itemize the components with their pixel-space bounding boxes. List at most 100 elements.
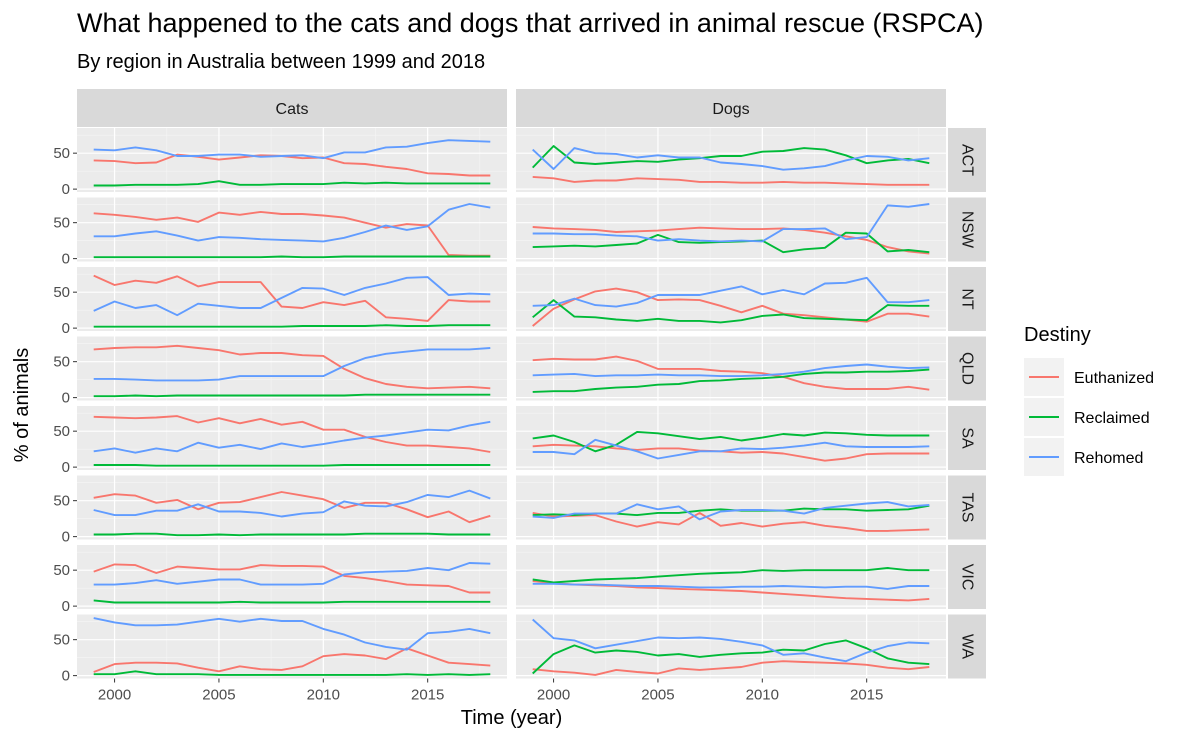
series-line-act-dogs-euthanized bbox=[532, 175, 930, 186]
series-line-vic-dogs-reclaimed bbox=[532, 567, 930, 584]
legend-label-reclaimed: Reclaimed bbox=[1074, 410, 1150, 427]
series-line-sa-cats-reclaimed bbox=[93, 464, 491, 467]
facet-strip-label: WA bbox=[959, 634, 976, 660]
legend-label-euthanized: Euthanized bbox=[1074, 370, 1154, 387]
series-line-nt-dogs-rehomed bbox=[532, 276, 930, 308]
series-line-nsw-cats-rehomed bbox=[93, 203, 491, 243]
legend-label-rehomed: Rehomed bbox=[1074, 450, 1143, 467]
y-tick-label: 50 bbox=[53, 145, 70, 162]
series-line-tas-dogs-rehomed bbox=[532, 501, 930, 521]
y-tick-label: 0 bbox=[62, 598, 70, 615]
facet-strip-dogs bbox=[516, 89, 946, 127]
facet-strip-nt bbox=[948, 267, 986, 331]
y-tick-label: 0 bbox=[62, 529, 70, 546]
y-tick-label: 50 bbox=[53, 562, 70, 579]
y-tick-label: 50 bbox=[53, 354, 70, 371]
facet-strip-label: ACT bbox=[959, 144, 976, 176]
x-tick-label: 2000 bbox=[537, 687, 570, 704]
facet-strip-cats bbox=[77, 89, 507, 127]
y-tick-label: 0 bbox=[62, 251, 70, 268]
series-line-act-cats-euthanized bbox=[93, 153, 491, 177]
series-line-vic-cats-rehomed bbox=[93, 562, 491, 586]
x-tick-label: 2015 bbox=[411, 687, 444, 704]
series-line-vic-cats-euthanized bbox=[93, 563, 491, 594]
series-line-tas-cats-reclaimed bbox=[93, 532, 491, 537]
panel-background bbox=[77, 545, 507, 609]
panel-background bbox=[77, 128, 507, 192]
x-tick-label: 2000 bbox=[98, 687, 131, 704]
x-tick-label: 2015 bbox=[850, 687, 883, 704]
panel-background bbox=[77, 197, 507, 262]
facet-strip-label: VIC bbox=[959, 564, 976, 591]
y-tick-label: 0 bbox=[62, 459, 70, 476]
series-line-wa-cats-reclaimed bbox=[93, 670, 491, 676]
panel-background bbox=[77, 336, 507, 401]
series-line-sa-cats-euthanized bbox=[93, 415, 491, 453]
facet-strip-qld bbox=[948, 336, 986, 401]
series-line-act-dogs-rehomed bbox=[532, 147, 930, 171]
facet-strip-label: NT bbox=[959, 288, 976, 310]
facet-strip-label: QLD bbox=[959, 352, 976, 385]
series-line-nsw-cats-euthanized bbox=[93, 210, 491, 257]
series-line-wa-dogs-rehomed bbox=[532, 618, 930, 663]
facet-strip-label: Dogs bbox=[712, 101, 749, 118]
panel-background bbox=[516, 475, 946, 540]
y-axis-title: % of animals bbox=[11, 348, 33, 463]
series-line-nsw-dogs-rehomed bbox=[532, 203, 930, 243]
y-tick-label: 0 bbox=[62, 181, 70, 198]
x-tick-label: 2005 bbox=[202, 687, 235, 704]
series-line-act-cats-reclaimed bbox=[93, 180, 491, 187]
series-line-nt-cats-rehomed bbox=[93, 276, 491, 317]
series-line-sa-dogs-euthanized bbox=[532, 443, 930, 462]
series-line-sa-dogs-reclaimed bbox=[532, 430, 930, 453]
series-line-tas-cats-rehomed bbox=[93, 489, 491, 518]
y-tick-label: 50 bbox=[53, 215, 70, 232]
series-line-act-cats-rehomed bbox=[93, 139, 491, 160]
series-line-nt-cats-euthanized bbox=[93, 274, 491, 322]
facet-strip-wa bbox=[948, 614, 986, 679]
panel-background bbox=[77, 406, 507, 470]
series-line-qld-cats-reclaimed bbox=[93, 393, 491, 398]
facet-strip-nsw bbox=[948, 197, 986, 262]
series-line-qld-dogs-rehomed bbox=[532, 363, 930, 378]
series-line-act-dogs-reclaimed bbox=[532, 145, 930, 169]
facet-strip-sa bbox=[948, 406, 986, 470]
series-line-qld-dogs-reclaimed bbox=[532, 368, 930, 393]
series-line-tas-dogs-euthanized bbox=[532, 511, 930, 532]
series-line-nsw-cats-reclaimed bbox=[93, 255, 491, 259]
series-line-qld-dogs-euthanized bbox=[532, 355, 930, 391]
facet-strip-label: NSW bbox=[959, 211, 976, 249]
y-tick-label: 50 bbox=[53, 493, 70, 510]
y-tick-label: 50 bbox=[53, 284, 70, 301]
facet-strip-tas bbox=[948, 475, 986, 540]
x-tick-label: 2010 bbox=[307, 687, 340, 704]
series-line-tas-cats-euthanized bbox=[93, 491, 491, 524]
panel-background bbox=[516, 267, 946, 331]
chart-subtitle: By region in Australia between 1999 and … bbox=[77, 51, 486, 73]
legend-title: Destiny bbox=[1024, 324, 1091, 346]
series-line-sa-dogs-rehomed bbox=[532, 438, 930, 460]
y-tick-label: 0 bbox=[62, 320, 70, 337]
series-line-vic-dogs-rehomed bbox=[532, 582, 930, 590]
series-line-nt-dogs-reclaimed bbox=[532, 299, 930, 324]
legend: Destiny Euthanized Reclaimed Rehomed bbox=[1024, 324, 1154, 476]
series-line-qld-cats-euthanized bbox=[93, 344, 491, 390]
x-tick-label: 2005 bbox=[641, 687, 674, 704]
series-line-wa-dogs-reclaimed bbox=[532, 639, 930, 675]
series-line-wa-cats-euthanized bbox=[93, 647, 491, 673]
y-tick-label: 50 bbox=[53, 423, 70, 440]
axes: 0 50 0 50 0 50 0 50 0 50 0 50 0 50 0 50 2000 2005 2010 2015… bbox=[11, 145, 883, 729]
x-tick-label: 2010 bbox=[746, 687, 779, 704]
x-axis-title: Time (year) bbox=[461, 707, 562, 729]
facet-strip-label: TAS bbox=[959, 493, 976, 523]
facet-strip-label: SA bbox=[959, 427, 976, 449]
series-line-wa-dogs-euthanized bbox=[532, 660, 930, 676]
series-line-nsw-dogs-euthanized bbox=[532, 226, 930, 255]
facet-panels: Cats Dogs ACT NSW NT QLD SA TAS VIC WA bbox=[77, 89, 986, 679]
series-line-vic-cats-reclaimed bbox=[93, 599, 491, 604]
series-line-nt-dogs-euthanized bbox=[532, 287, 930, 327]
panel-background bbox=[77, 475, 507, 540]
facet-strip-act bbox=[948, 128, 986, 192]
y-tick-label: 0 bbox=[62, 390, 70, 407]
